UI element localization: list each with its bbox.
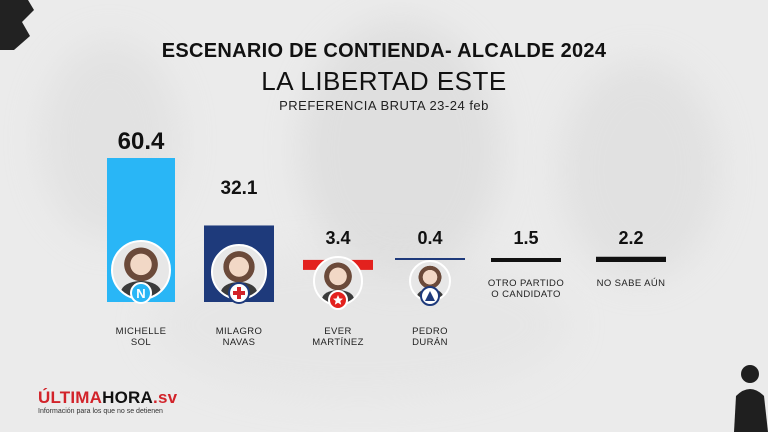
bar-4 [395, 258, 465, 260]
category-label-1: MICHELLE SOL [86, 326, 196, 348]
category-label-line: DURÁN [412, 337, 448, 348]
party-badge-2 [228, 282, 250, 304]
candidate-photo-3 [313, 256, 363, 306]
fmln-star-icon [333, 295, 343, 305]
category-label-4: PEDRO DURÁN [375, 326, 485, 348]
category-label-2: MILAGRO NAVAS [184, 326, 294, 348]
category-label-line: O CANDIDATO [491, 289, 561, 300]
background-blur [560, 60, 720, 280]
brand-name-part1: ÚLTIMA [38, 388, 103, 407]
brand-name-part3: .sv [153, 388, 178, 407]
brand-name-part2: HORA [102, 388, 154, 407]
category-label-line: OTRO PARTIDO [487, 278, 565, 289]
category-label-6: NO SABE AÚN [576, 278, 686, 289]
bar-5 [491, 258, 561, 262]
value-label-5: 1.5 [513, 228, 539, 248]
chart-note: PREFERENCIA BRUTA 23-24 feb [279, 98, 489, 113]
category-label-line: NO SABE AÚN [596, 278, 666, 289]
brand-logo: ÚLTIMAHORA.sv [38, 388, 177, 408]
value-label-4: 0.4 [417, 228, 443, 248]
corner-silhouette-icon [0, 0, 34, 50]
party-badge-3 [328, 290, 348, 310]
bar-6 [596, 256, 666, 262]
value-label-3: 3.4 [325, 228, 351, 248]
category-label-3: EVER MARTÍNEZ [283, 326, 393, 348]
value-label-1: 60.4 [117, 128, 165, 155]
category-label-line: MICHELLE [115, 326, 167, 337]
party-badge-4 [420, 286, 440, 306]
chart-subtitle: LA LIBERTAD ESTE [261, 66, 507, 96]
value-label-2: 32.1 [220, 178, 258, 199]
category-label-line: NAVAS [222, 337, 256, 348]
category-label-line: EVER [324, 326, 352, 337]
chart-title: ESCENARIO DE CONTIENDA- ALCALDE 2024 [161, 40, 607, 62]
party-badge-1: N [130, 282, 152, 304]
corner-silhouette-icon [734, 365, 768, 432]
category-label-line: SOL [130, 337, 152, 348]
category-label-5: OTRO PARTIDO O CANDIDATO [471, 278, 581, 300]
brand-tagline: Información para los que no se detienen [38, 408, 163, 415]
category-label-line: MARTÍNEZ [312, 337, 364, 348]
arena-cross-icon [233, 287, 245, 299]
category-label-line: PEDRO [412, 326, 448, 337]
triangle-icon [425, 291, 435, 301]
value-label-6: 2.2 [618, 228, 644, 248]
category-label-line: MILAGRO [215, 326, 263, 337]
background-blur [300, 20, 500, 280]
